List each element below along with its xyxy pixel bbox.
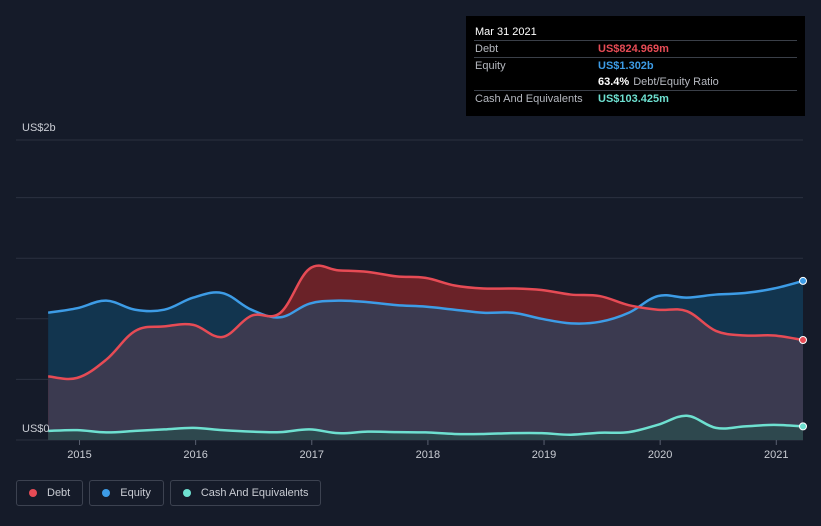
legend-dot-debt [29, 489, 37, 497]
x-tick-label: 2015 [67, 449, 91, 461]
chart-legend: Debt Equity Cash And Equivalents [16, 480, 322, 506]
end-markers [799, 276, 807, 431]
debt-line [48, 264, 804, 381]
tooltip-cash-label: Cash And Equivalents [475, 93, 583, 105]
areas [48, 265, 803, 440]
cash-end-marker [799, 422, 807, 431]
tooltip-row-cash: Cash And Equivalents US$103.425m [474, 90, 797, 107]
x-tick-label: 2018 [416, 449, 440, 461]
legend-label-cash: Cash And Equivalents [200, 487, 309, 499]
equity-end-marker [799, 276, 807, 285]
y-axis-bottom-label: US$0 [22, 423, 50, 435]
tooltip-cash-value: US$103.425m [598, 93, 669, 105]
x-tick-label: 2016 [183, 449, 207, 461]
legend-item-cash[interactable]: Cash And Equivalents [169, 480, 322, 506]
tooltip-debt-value: US$824.969m [598, 43, 669, 55]
tooltip-row-ratio: 63.4% Debt/Equity Ratio [474, 74, 797, 90]
tooltip-debt-label: Debt [475, 43, 499, 55]
legend-dot-equity [102, 489, 111, 497]
x-tick-label: 2017 [300, 449, 324, 461]
equity-line [47, 279, 804, 325]
x-tick-label: 2019 [532, 449, 556, 461]
series-lines [47, 264, 804, 436]
legend-label-equity: Equity [120, 487, 151, 499]
tooltip-ratio-label: Debt/Equity Ratio [633, 76, 719, 88]
legend-dot-cash [182, 489, 191, 497]
tooltip-row-equity: Equity US$1.302b [474, 57, 797, 74]
data-tooltip: Mar 31 2021 Debt US$824.969m Equity US$1… [466, 16, 805, 116]
legend-item-debt[interactable]: Debt [16, 480, 84, 506]
tooltip-equity-label: Equity [475, 60, 506, 72]
x-tick-label: 2021 [764, 449, 788, 461]
tooltip-ratio-spacer [474, 74, 598, 90]
cash-line [48, 414, 804, 436]
debt-end-marker [799, 336, 807, 345]
tooltip-equity-value: US$1.302b [598, 60, 654, 72]
legend-label-debt: Debt [47, 487, 71, 499]
tooltip-row-debt: Debt US$824.969m [474, 40, 797, 57]
x-tick-label: 2020 [648, 449, 672, 461]
y-axis-top-label: US$2b [22, 122, 56, 134]
legend-item-equity[interactable]: Equity [89, 480, 164, 506]
tooltip-ratio-value: 63.4% [598, 76, 630, 88]
x-axis-ticks: 2015 2016 2017 2018 2019 2020 2021 [67, 440, 789, 461]
tooltip-date: Mar 31 2021 [475, 26, 537, 38]
